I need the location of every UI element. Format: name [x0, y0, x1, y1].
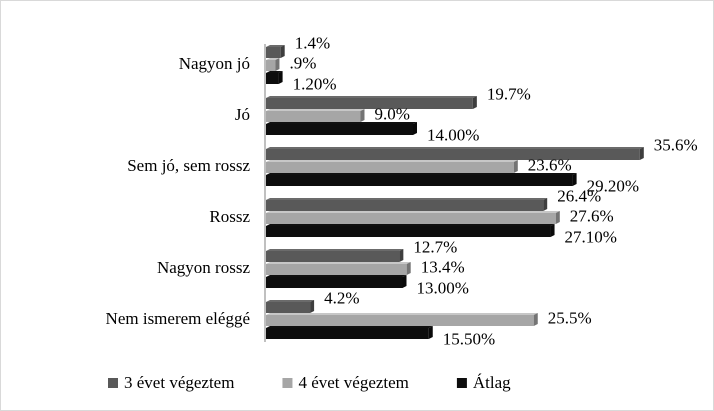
value-label: 4.2% [324, 288, 359, 307]
bar-top [266, 96, 477, 98]
bar [266, 315, 534, 326]
bar-top [266, 224, 555, 226]
legend-swatch [282, 378, 293, 388]
bar-top [266, 122, 417, 124]
value-label: 13.4% [421, 257, 465, 276]
value-label: 26.4% [557, 186, 601, 205]
bar-top [266, 249, 404, 251]
legend-label: Átlag [473, 373, 511, 392]
bar-side [413, 122, 417, 135]
bar [266, 98, 473, 109]
bar [266, 73, 279, 84]
value-label: 23.6% [528, 155, 572, 174]
bar-top [266, 173, 577, 175]
bar-side [280, 45, 285, 58]
bar [266, 277, 403, 288]
bar [266, 47, 281, 58]
bar [266, 149, 640, 160]
bar-top [266, 71, 283, 73]
legend-label: 4 évet végeztem [298, 373, 408, 392]
value-label: 14.00% [427, 125, 479, 144]
bar-top [266, 45, 285, 47]
value-label: 25.5% [548, 308, 592, 327]
bar-top [266, 262, 411, 264]
bar-side [572, 173, 577, 186]
bar-side [472, 96, 477, 109]
bar [266, 264, 407, 275]
bar-side [360, 109, 365, 122]
value-label: .9% [289, 53, 316, 72]
bar [266, 111, 361, 122]
bar-side [543, 198, 548, 211]
bar-top [266, 109, 365, 111]
bar [266, 175, 573, 186]
value-label: 13.00% [417, 278, 469, 297]
value-label: 12.7% [413, 237, 457, 256]
category-label: Jó [235, 105, 250, 124]
value-label: 1.4% [295, 33, 330, 52]
value-label: 29.20% [587, 176, 639, 195]
bar [266, 162, 514, 173]
category-label: Rossz [209, 207, 250, 226]
bar-top [266, 58, 280, 60]
value-label: 19.7% [487, 84, 531, 103]
bar-top [266, 275, 407, 277]
bar-side [275, 58, 280, 71]
bar-side [550, 224, 555, 237]
legend-swatch [108, 378, 118, 388]
category-label: Sem jó, sem rossz [127, 156, 250, 175]
bar-side [399, 249, 404, 262]
bar-side [555, 211, 560, 224]
bar [266, 226, 551, 237]
value-label: 15.50% [443, 329, 495, 348]
value-label: 27.6% [570, 206, 614, 225]
bar-side [428, 326, 433, 339]
bar-side [278, 71, 283, 84]
bar [266, 302, 311, 313]
value-label: 9.0% [375, 104, 410, 123]
bar-side [402, 275, 407, 288]
bar-top [266, 160, 518, 162]
bar [266, 213, 556, 224]
legend-label: 3 évet végeztem [124, 373, 234, 392]
bar-side [513, 160, 518, 173]
bar [266, 328, 429, 339]
bar-top [266, 313, 538, 315]
legend-swatch [456, 378, 467, 388]
bar-top [266, 198, 548, 200]
bar-side [533, 313, 538, 326]
value-label: 1.20% [293, 74, 337, 93]
bar [266, 251, 400, 262]
value-label: 35.6% [654, 135, 698, 154]
value-label: 27.10% [565, 227, 617, 246]
bar-side [639, 147, 644, 160]
category-label: Nem ismerem eléggé [106, 309, 250, 328]
bar [266, 124, 413, 135]
bar-top [266, 300, 315, 302]
bar-side [310, 300, 315, 313]
category-label: Nagyon rossz [157, 258, 250, 277]
bar-top [266, 211, 560, 213]
bar [266, 60, 276, 71]
bar [266, 200, 544, 211]
category-label: Nagyon jó [179, 54, 250, 73]
bar-top [266, 326, 433, 328]
bar-top [266, 147, 644, 149]
bar-side [406, 262, 411, 275]
